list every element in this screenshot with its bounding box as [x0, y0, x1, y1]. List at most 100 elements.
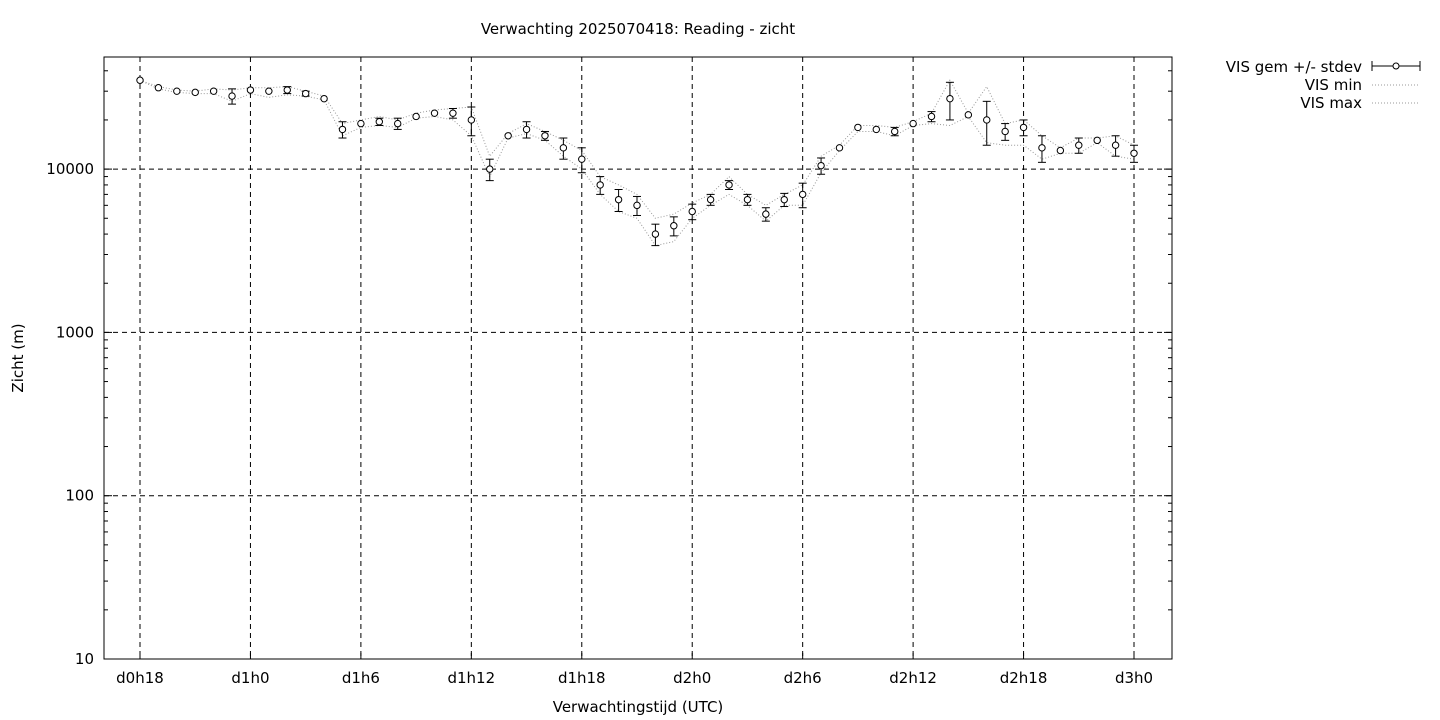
mean-marker [946, 94, 954, 103]
mean-point [669, 216, 678, 237]
x-tick-label: d2h0 [673, 669, 711, 687]
mean-marker [283, 86, 291, 94]
mean-marker [817, 161, 825, 170]
minor-ticks [104, 70, 1172, 611]
mean-point [154, 84, 163, 92]
mean-marker [706, 195, 715, 204]
mean-marker [228, 92, 236, 100]
mean-marker [854, 123, 862, 132]
mean-point [1130, 144, 1138, 163]
mean-marker [909, 119, 917, 128]
y-tick-label: 10 [75, 650, 94, 668]
legend: VIS gem +/- stdev VIS min VIS max [1226, 58, 1421, 112]
mean-point [540, 130, 549, 141]
mean-point [173, 87, 181, 95]
mean-marker [449, 109, 457, 117]
mean-point [504, 132, 512, 140]
mean-point [890, 126, 899, 137]
mean-point [265, 87, 273, 95]
mean-marker [1019, 123, 1028, 132]
mean-point [357, 119, 365, 128]
mean-point [301, 89, 310, 98]
mean-marker [596, 181, 604, 189]
mean-marker [725, 181, 733, 189]
mean-point [761, 207, 770, 222]
tick-labels: d0h18 d1h0 d1h6 d1h12 d1h18 d2h0 d2h6 d2h12 d2h1… [46, 160, 1153, 687]
x-tick-label: d2h12 [889, 669, 937, 687]
mean-marker [743, 195, 752, 204]
mean-marker [486, 165, 494, 173]
y-axis-label: Zicht (m) [9, 323, 27, 392]
mean-point [375, 117, 384, 126]
mean-marker [320, 94, 328, 103]
mean-point [964, 111, 973, 119]
mean-point [798, 182, 807, 209]
mean-marker [504, 132, 512, 140]
mean-point [909, 119, 917, 128]
mean-point [872, 125, 880, 134]
plot-area-frame [103, 56, 1173, 660]
mean-point [283, 86, 292, 95]
legend-label-vis-gem: VIS gem +/- stdev [1226, 58, 1362, 76]
mean-marker [467, 116, 476, 124]
mean-point [320, 94, 328, 103]
mean-marker [1075, 141, 1083, 149]
mean-marker [670, 222, 678, 230]
mean-marker [1001, 127, 1009, 136]
x-tick-label: d1h6 [342, 669, 380, 687]
mean-point [817, 157, 826, 175]
x-tick-label: d1h12 [447, 669, 495, 687]
mean-marker [780, 195, 788, 204]
x-tick-label: d3h0 [1115, 669, 1153, 687]
mean-marker [798, 190, 807, 199]
mean-marker [578, 155, 586, 163]
y-tick-label: 1000 [56, 323, 94, 341]
mean-marker [541, 132, 549, 140]
mean-point [191, 88, 199, 97]
mean-point [1093, 136, 1101, 145]
mean-point [651, 223, 660, 247]
mean-marker [1038, 144, 1046, 152]
mean-marker [191, 88, 199, 97]
mean-point [688, 203, 697, 221]
mean-marker [1130, 149, 1138, 157]
mean-marker [964, 111, 973, 119]
mean-marker [246, 86, 255, 94]
mean-point [854, 123, 862, 132]
mean-point [596, 176, 605, 195]
chart-title: Verwachting 2025070418: Reading - zicht [481, 20, 795, 38]
mean-point [448, 108, 457, 119]
mean-marker [209, 87, 218, 95]
mean-point [228, 88, 237, 105]
mean-marker [1056, 146, 1065, 155]
mean-point [1074, 137, 1083, 154]
mean-marker [357, 119, 365, 128]
mean-point [780, 192, 789, 208]
mean-marker [173, 87, 181, 95]
legend-label-vis-min: VIS min [1305, 76, 1362, 94]
mean-point [633, 195, 641, 216]
x-axis-label: Verwachtingstijd (UTC) [553, 698, 724, 716]
mean-point [1056, 146, 1065, 155]
mean-marker [154, 84, 163, 92]
mean-marker [633, 201, 641, 210]
x-tick-label: d2h18 [1000, 669, 1048, 687]
mean-point [485, 158, 494, 182]
mean-point [430, 109, 439, 117]
legend-label-vis-max: VIS max [1300, 94, 1362, 112]
mean-point [614, 189, 623, 212]
mean-marker [265, 87, 273, 95]
mean-marker [394, 119, 402, 128]
mean-point [467, 106, 476, 137]
mean-point [393, 117, 402, 130]
mean-marker [136, 76, 144, 84]
mean-point [522, 121, 531, 139]
x-tick-label: d0h18 [116, 669, 164, 687]
mean-point [982, 100, 991, 146]
mean-marker [430, 109, 439, 117]
mean-marker [301, 89, 310, 98]
mean-point [1111, 135, 1120, 157]
x-tick-label: d1h18 [558, 669, 606, 687]
